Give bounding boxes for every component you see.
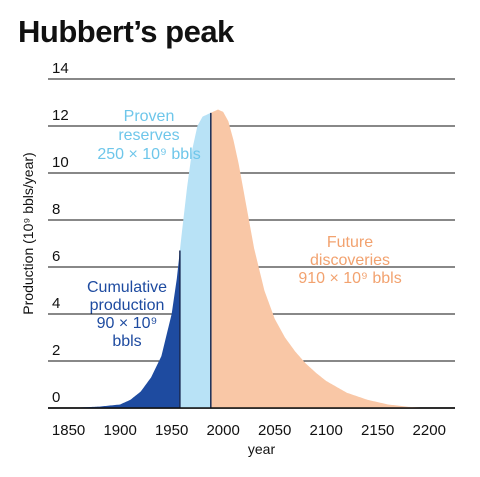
y-tick-label-4: 4 — [52, 295, 60, 312]
future-discoveries-label-line-2: discoveries — [310, 252, 390, 269]
x-tick-label-2200: 2200 — [413, 422, 446, 439]
y-tick-label-14: 14 — [52, 60, 69, 77]
future-discoveries-label-line-1: Future — [327, 234, 373, 251]
area-proven — [179, 112, 211, 408]
proven-reserves-label-line-3: 250 × 10⁹ bbls — [97, 146, 200, 163]
y-tick-label-0: 0 — [52, 389, 60, 406]
x-tick-label-2150: 2150 — [361, 422, 394, 439]
future-discoveries-label-line-3: 910 × 10⁹ bbls — [298, 270, 401, 287]
x-tick-label-1850: 1850 — [52, 422, 85, 439]
area-cumulative — [78, 250, 180, 408]
proven-reserves-label-line-1: Proven — [124, 108, 175, 125]
y-tick-label-8: 8 — [52, 201, 60, 218]
area-future — [210, 109, 430, 409]
y-tick-label-12: 12 — [52, 107, 69, 124]
y-tick-label-10: 10 — [52, 154, 69, 171]
cumulative-production-label-line-4: bbls — [112, 333, 141, 350]
cumulative-production-label-line-3: 90 × 10⁹ — [97, 315, 158, 332]
chart-title: Hubbert’s peak — [18, 14, 234, 49]
proven-reserves-label-line-2: reserves — [118, 127, 179, 144]
y-tick-label-6: 6 — [52, 248, 60, 265]
y-tick-label-2: 2 — [52, 342, 60, 359]
x-tick-label-2000: 2000 — [206, 422, 239, 439]
x-tick-label-2050: 2050 — [258, 422, 291, 439]
x-tick-label-1900: 1900 — [103, 422, 136, 439]
cumulative-production-label-line-1: Cumulative — [87, 279, 167, 296]
x-axis-label: year — [248, 441, 276, 457]
y-axis-label: Production (10⁹ bbls/year) — [20, 152, 36, 314]
x-tick-label-1950: 1950 — [155, 422, 188, 439]
cumulative-production-label-line-2: production — [90, 297, 165, 314]
x-tick-label-2100: 2100 — [310, 422, 343, 439]
